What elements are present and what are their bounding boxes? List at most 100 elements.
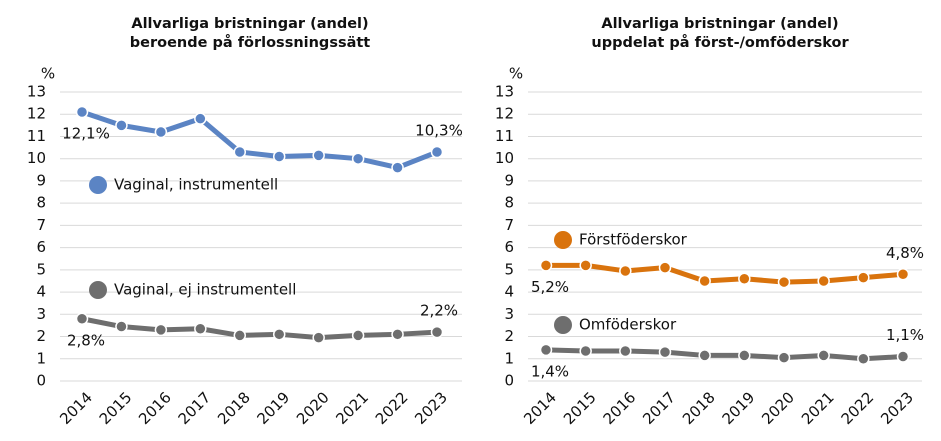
y-tick-label: 10 [27, 149, 46, 167]
x-tick-label: 2020 [758, 388, 798, 428]
y-tick-label: 9 [36, 171, 46, 189]
x-tick-label: 2019 [719, 388, 759, 428]
data-point [194, 322, 207, 336]
y-tick-label: 10 [495, 149, 514, 167]
legend-marker [89, 281, 107, 299]
y-tick-label: 0 [504, 372, 514, 390]
data-point [619, 264, 632, 278]
y-tick-label: 9 [504, 171, 514, 189]
series-line [81, 109, 438, 171]
data-point [233, 329, 247, 342]
data-point [658, 261, 672, 274]
data-point [154, 323, 168, 337]
series-line [81, 316, 438, 341]
value-label: 2,8% [67, 331, 105, 349]
x-tick-label: 2017 [175, 388, 215, 428]
legend-marker [554, 316, 572, 334]
data-point [857, 271, 870, 284]
data-point [896, 350, 910, 363]
data-point [391, 328, 404, 341]
data-point [115, 119, 128, 132]
x-tick-label: 2016 [135, 388, 175, 428]
data-point [857, 352, 870, 366]
value-label: 1,4% [531, 362, 569, 380]
x-tick-label: 2021 [798, 388, 838, 428]
y-tick-label: 8 [36, 194, 46, 212]
data-point [233, 145, 247, 159]
data-point [391, 161, 404, 174]
data-point [738, 349, 751, 362]
y-tick-label: 3 [504, 305, 514, 323]
x-tick-label: 2014 [520, 388, 560, 428]
data-point [351, 329, 365, 342]
data-point [75, 105, 89, 119]
data-point [154, 125, 168, 139]
y-axis-label: % [509, 65, 523, 83]
data-point [579, 259, 592, 272]
legend-marker [554, 231, 572, 249]
data-point [658, 345, 672, 359]
data-point [351, 152, 365, 165]
data-point [115, 320, 128, 333]
series-line [546, 262, 904, 285]
data-point [738, 272, 751, 285]
data-point [539, 259, 553, 272]
data-point [817, 349, 830, 362]
value-label: 1,1% [886, 326, 924, 344]
legend-label: Förstföderskor [579, 231, 688, 249]
x-tick-label: 2018 [679, 388, 719, 428]
y-tick-label: 7 [36, 216, 46, 234]
x-tick-label: 2023 [411, 388, 451, 428]
data-point [272, 328, 286, 341]
chart-title: Allvarliga bristningar (andel) [131, 16, 368, 32]
data-point [430, 145, 444, 159]
y-tick-label: 6 [504, 238, 514, 256]
x-tick-label: 2020 [293, 388, 333, 428]
y-tick-label: 5 [504, 260, 514, 278]
data-point [312, 149, 325, 162]
data-point [272, 150, 286, 163]
chart-title: uppdelat på först-/omföderskor [591, 34, 849, 51]
y-tick-label: 1 [504, 349, 514, 367]
x-tick-label: 2023 [877, 388, 917, 428]
y-tick-label: 13 [27, 83, 46, 101]
x-tick-label: 2018 [214, 388, 254, 428]
chart-title: Allvarliga bristningar (andel) [601, 16, 838, 32]
y-tick-label: 4 [504, 283, 514, 301]
data-point [698, 349, 711, 362]
legend-label: Omföderskor [579, 316, 677, 334]
legend-marker [89, 176, 107, 194]
data-point [579, 344, 592, 358]
y-tick-label: 5 [36, 260, 46, 278]
y-tick-label: 11 [27, 127, 46, 145]
x-tick-label: 2015 [96, 388, 136, 428]
value-label: 4,8% [886, 244, 924, 262]
legend-label: Vaginal, ej instrumentell [114, 281, 296, 299]
x-tick-label: 2016 [600, 388, 640, 428]
x-tick-label: 2021 [332, 388, 372, 428]
y-tick-label: 12 [495, 105, 514, 123]
data-point [312, 331, 325, 344]
series-line [545, 347, 904, 362]
value-label: 12,1% [62, 125, 110, 143]
data-point [539, 343, 553, 357]
data-point [896, 268, 910, 281]
x-tick-label: 2017 [639, 388, 679, 428]
y-tick-label: 8 [504, 194, 514, 212]
y-axis-label: % [41, 65, 55, 83]
y-tick-label: 11 [495, 127, 514, 145]
y-tick-label: 7 [504, 216, 514, 234]
data-point [194, 112, 207, 125]
legend-label: Vaginal, instrumentell [114, 176, 278, 194]
y-tick-label: 3 [36, 305, 46, 323]
data-point [619, 344, 632, 358]
y-tick-label: 6 [36, 238, 46, 256]
y-tick-label: 1 [36, 349, 46, 367]
x-tick-label: 2022 [372, 388, 412, 428]
data-point [698, 274, 711, 288]
data-point [430, 325, 444, 339]
x-tick-label: 2015 [560, 388, 600, 428]
y-tick-label: 12 [27, 105, 46, 123]
y-tick-label: 13 [495, 83, 514, 101]
